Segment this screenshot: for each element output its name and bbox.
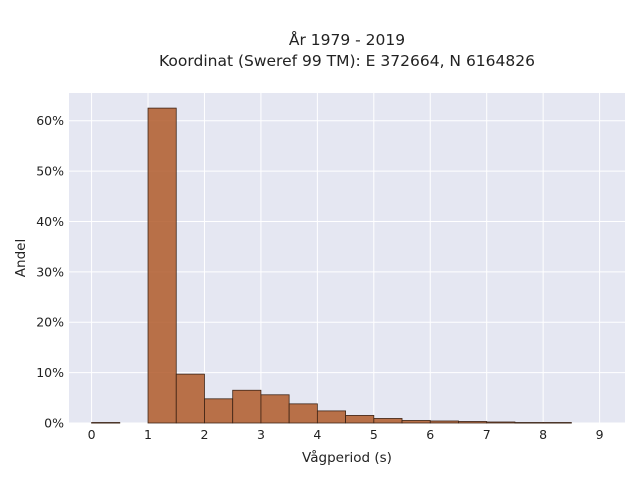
histogram-bar bbox=[401, 420, 431, 424]
x-tick-label: 3 bbox=[257, 427, 265, 442]
histogram-bar bbox=[373, 418, 403, 424]
x-tick-label: 4 bbox=[313, 427, 321, 442]
histogram-bar bbox=[175, 373, 205, 424]
histogram-bar bbox=[345, 415, 375, 424]
histogram-bar bbox=[232, 389, 262, 424]
histogram-bars bbox=[91, 107, 572, 424]
x-tick-label: 0 bbox=[88, 427, 96, 442]
histogram-bar bbox=[458, 421, 488, 424]
x-tick-label: 7 bbox=[483, 427, 491, 442]
y-tick-label: 40% bbox=[36, 214, 64, 229]
y-tick-label: 30% bbox=[36, 264, 64, 279]
x-tick-label: 6 bbox=[426, 427, 434, 442]
x-tick-label: 9 bbox=[596, 427, 604, 442]
histogram-bar bbox=[316, 410, 346, 424]
histogram-bar bbox=[514, 422, 544, 424]
histogram-bar bbox=[542, 422, 572, 424]
chart-title-line-2: Koordinat (Sweref 99 TM): E 372664, N 61… bbox=[159, 52, 535, 70]
y-tick-label: 20% bbox=[36, 315, 64, 330]
histogram-bar bbox=[91, 422, 121, 424]
y-tick-label: 0% bbox=[44, 416, 64, 431]
x-tick-label: 8 bbox=[539, 427, 547, 442]
x-tick-label: 2 bbox=[200, 427, 208, 442]
y-axis-ticks: 0% 10% 20% 30% 40% 50% 60% bbox=[36, 113, 64, 430]
x-axis-ticks: 0 1 2 3 4 5 6 7 8 9 bbox=[88, 427, 604, 442]
histogram-bar bbox=[260, 394, 290, 424]
y-axis-label: Andel bbox=[13, 239, 29, 277]
chart-title-line-1: År 1979 - 2019 bbox=[289, 30, 405, 49]
histogram-bar bbox=[204, 398, 234, 424]
histogram-bar bbox=[429, 420, 459, 424]
histogram-bar bbox=[288, 403, 318, 424]
x-tick-label: 1 bbox=[144, 427, 152, 442]
x-tick-label: 5 bbox=[370, 427, 378, 442]
y-tick-label: 50% bbox=[36, 164, 64, 179]
histogram-bar bbox=[147, 107, 177, 424]
y-tick-label: 60% bbox=[36, 113, 64, 128]
x-axis-label: Vågperiod (s) bbox=[302, 449, 392, 466]
histogram-bar bbox=[486, 421, 516, 424]
y-tick-label: 10% bbox=[36, 365, 64, 380]
